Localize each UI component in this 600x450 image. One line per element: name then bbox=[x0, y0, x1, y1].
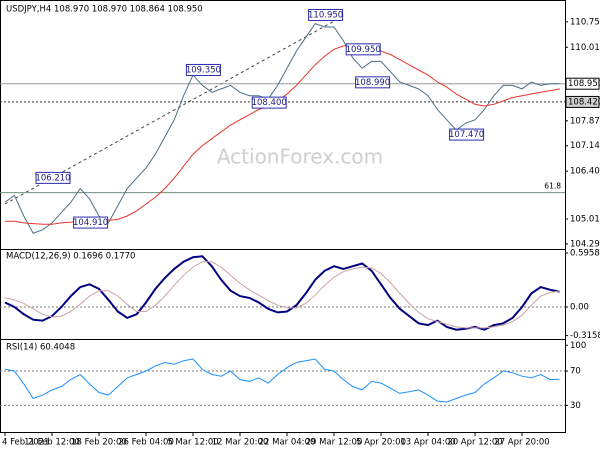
annotation-box bbox=[35, 171, 71, 184]
x-tick-label: 26 Feb 04:00 bbox=[118, 438, 174, 448]
price-box bbox=[565, 95, 600, 108]
x-tick-label: 18 Feb 20:00 bbox=[71, 438, 127, 448]
price-box-label: 108.420 bbox=[568, 97, 600, 107]
y-tick-label: 104.290 bbox=[570, 239, 600, 249]
y-tick-label: 106.405 bbox=[570, 167, 600, 177]
y-tick-label: -0.3158 bbox=[570, 331, 600, 341]
x-tick-label: 5 Apr 20:00 bbox=[356, 438, 406, 448]
annotation-box bbox=[308, 8, 344, 21]
annotation-label: 110.950 bbox=[308, 10, 343, 20]
y-tick-label: 0.00 bbox=[570, 303, 589, 313]
annotation-label: 108.400 bbox=[252, 98, 287, 108]
fib-label: 61.8 bbox=[544, 182, 561, 191]
annotation-box bbox=[185, 63, 221, 76]
chart-title: USDJPY,H4 108.970 108.970 108.864 108.95… bbox=[6, 5, 203, 15]
y-tick-label: 110.010 bbox=[570, 43, 600, 53]
pane-title: MACD(12,26,9) 0.1696 0.1770 bbox=[6, 252, 135, 262]
y-tick-label: 100 bbox=[570, 341, 586, 351]
annotation-label: 108.990 bbox=[355, 78, 390, 88]
annotation-label: 109.350 bbox=[186, 65, 221, 75]
x-tick-label: 4 Feb 2021 bbox=[2, 438, 50, 448]
series-line bbox=[4, 261, 560, 329]
x-tick-label: 29 Mar 12:00 bbox=[306, 438, 363, 448]
annotation-box bbox=[251, 96, 287, 109]
annotation-box bbox=[355, 76, 391, 89]
x-tick-label: 12 Mar 20:00 bbox=[212, 438, 269, 448]
y-tick-label: 70 bbox=[570, 367, 581, 377]
series-line bbox=[4, 358, 560, 403]
pane-title: RSI(14) 60.4048 bbox=[6, 343, 75, 353]
x-tick-label: 11 Feb 12:00 bbox=[24, 438, 80, 448]
y-tick-label: 110.750 bbox=[570, 17, 600, 27]
price-box bbox=[565, 77, 600, 90]
y-tick-label: 107.870 bbox=[570, 116, 600, 126]
annotation-box bbox=[449, 128, 485, 141]
watermark: ActionForex.com bbox=[217, 145, 383, 169]
trend-line bbox=[4, 14, 346, 205]
x-tick-label: 20 Apr 12:00 bbox=[447, 438, 502, 448]
x-tick-label: 13 Apr 04:00 bbox=[400, 438, 455, 448]
x-tick-label: 5 Mar 12:00 bbox=[167, 438, 218, 448]
annotation-box bbox=[73, 216, 109, 229]
price-box-label: 108.950 bbox=[568, 79, 600, 89]
y-tick-label: 105.015 bbox=[570, 214, 600, 224]
series-line bbox=[4, 22, 560, 234]
annotation-label: 104.910 bbox=[73, 218, 108, 228]
annotation-box bbox=[345, 43, 381, 56]
x-tick-label: 22 Mar 04:00 bbox=[259, 438, 316, 448]
annotation-label: 106.210 bbox=[35, 173, 70, 183]
x-tick-label: 27 Apr 20:00 bbox=[494, 438, 549, 448]
plot-frame bbox=[0, 0, 566, 433]
y-tick-label: 30 bbox=[570, 401, 581, 411]
annotation-label: 107.470 bbox=[449, 130, 484, 140]
y-tick-label: 0.5958 bbox=[570, 249, 600, 259]
y-tick-label: 107.145 bbox=[570, 141, 600, 151]
annotation-label: 109.950 bbox=[346, 45, 381, 55]
series-line bbox=[4, 255, 560, 331]
